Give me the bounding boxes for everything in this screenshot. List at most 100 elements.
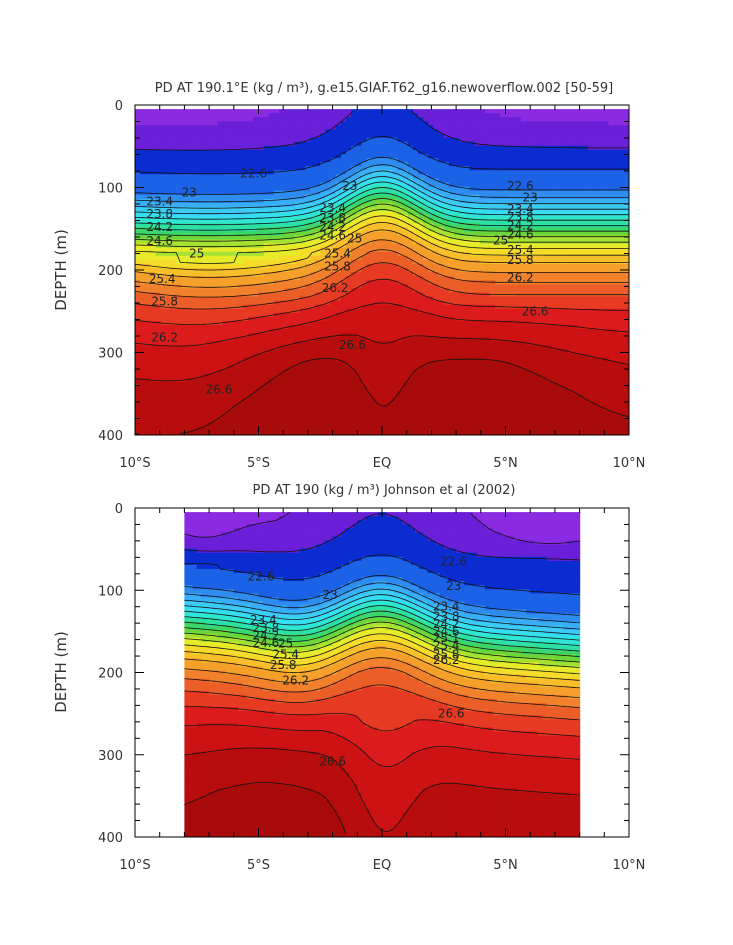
density-cell [407,382,414,387]
density-cell [407,235,414,241]
density-cell [222,377,229,383]
density-cell [366,406,373,412]
density-cell [443,190,450,196]
density-cell [227,263,234,269]
density-cell [345,227,352,232]
density-cell [304,117,311,122]
density-cell [150,292,157,298]
density-cell [376,259,383,265]
density-cell [140,166,146,171]
density-cell [212,259,218,265]
density-cell [418,227,424,232]
density-cell [248,125,254,131]
density-cell [289,329,296,334]
density-cell [356,325,363,330]
density-cell [376,357,383,363]
density-cell [325,133,332,139]
density-cell [201,251,208,257]
density-cell [356,341,363,346]
density-cell [428,186,435,192]
density-cell [320,426,326,432]
density-cell [309,121,316,127]
density-cell [145,227,152,232]
density-cell [150,141,157,147]
density-cell [243,341,249,346]
density-cell [361,227,368,232]
density-cell [397,288,404,294]
density-cell [237,182,244,188]
density-cell [294,227,301,232]
density-cell [366,202,373,208]
density-cell [315,109,321,114]
density-cell [273,235,280,241]
density-cell [217,182,224,188]
density-cell [222,141,229,147]
density-cell [299,341,306,346]
density-cell [176,174,182,179]
density-cell [335,430,342,435]
density-cell [243,373,249,379]
density-cell [176,206,182,212]
density-cell [227,206,234,212]
density-cell [258,333,265,338]
density-cell [217,259,224,265]
density-cell [304,206,311,212]
density-cell [258,353,265,359]
density-cell [304,341,311,346]
density-cell [217,422,224,428]
density-cell [433,276,440,281]
density-cell [371,251,378,257]
density-cell [397,382,404,387]
density-cell [150,320,157,326]
density-cell [397,386,404,391]
density-cell [201,198,208,204]
density-cell [407,345,414,351]
density-cell [232,206,239,212]
density-cell [263,235,270,241]
density-cell [443,215,450,220]
density-cell [289,369,296,375]
density-cell [325,210,332,216]
density-cell [140,365,146,371]
density-cell [335,223,342,228]
density-cell [443,121,450,127]
density-cell [356,215,363,220]
density-cell [345,284,352,289]
density-cell [155,341,162,346]
density-cell [423,219,429,224]
density-cell [212,398,218,404]
density-cell [315,377,321,383]
density-cell [392,255,399,261]
density-cell [376,194,383,200]
density-cell [423,312,429,318]
density-cell [371,418,378,424]
density-cell [289,267,296,273]
density-cell [330,239,337,245]
density-cell [155,133,162,139]
density-cell [433,402,440,408]
density-cell [320,386,326,391]
density-cell [232,333,239,338]
density-cell [186,158,193,163]
density-cell [263,267,270,273]
density-cell [207,174,213,179]
density-cell [248,410,254,416]
density-cell [351,402,357,408]
density-cell [258,109,265,114]
density-cell [222,198,229,204]
density-cell [268,276,275,281]
density-cell [273,186,280,192]
density-cell [186,312,193,318]
density-cell [320,149,326,155]
density-cell [186,402,193,408]
density-cell [412,353,419,359]
density-cell [382,410,388,416]
density-cell [407,312,414,318]
density-cell [294,426,301,432]
density-cell [345,308,352,314]
density-cell [284,406,290,412]
density-cell [371,316,378,322]
density-cell [243,190,249,196]
density-cell [258,422,265,428]
density-cell [340,345,347,351]
